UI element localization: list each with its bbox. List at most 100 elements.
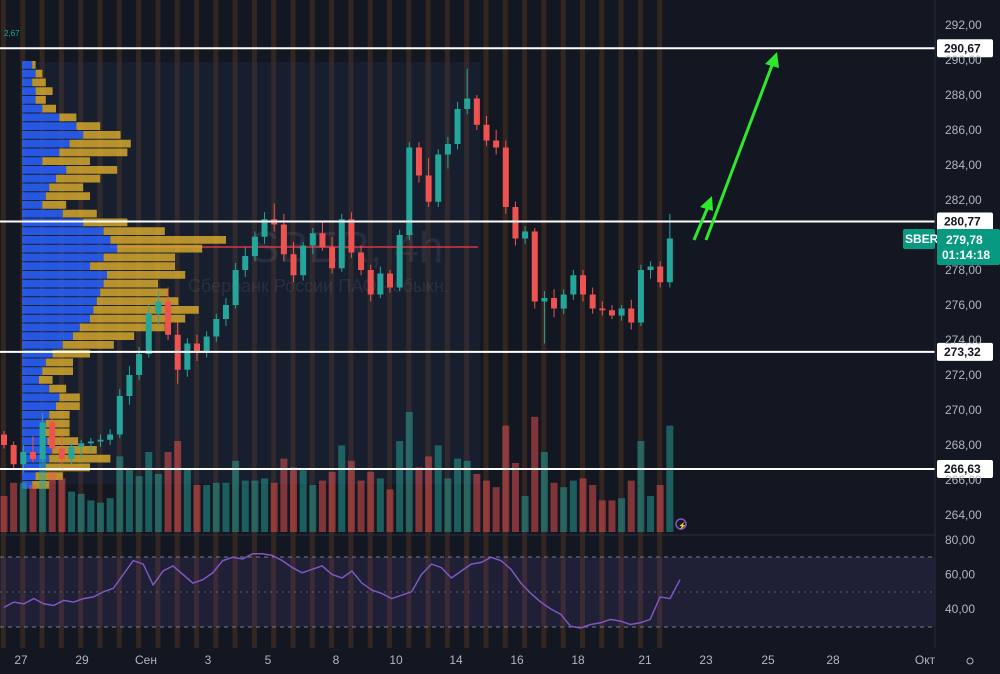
volume-profile-buy (22, 332, 73, 340)
volume-bar (318, 480, 326, 532)
session-band (251, 0, 257, 648)
session-band (522, 0, 528, 648)
rsi-axis[interactable]: 80,00 60,00 40,00 (945, 533, 975, 616)
volume-bar (183, 469, 191, 532)
volume-profile-buy (22, 428, 43, 437)
volume-bar (357, 480, 365, 532)
volume-bar (154, 474, 162, 532)
session-band (271, 0, 277, 648)
price-axis[interactable]: 292,00 290,00 288,00 286,00 284,00 282,00 280,… (945, 18, 982, 522)
volume-profile-buy (22, 69, 36, 78)
volume-bar (405, 412, 413, 532)
volume-bar (656, 485, 664, 532)
volume-profile-sell (42, 201, 67, 209)
volume-profile-sell (93, 306, 199, 314)
candle-body (136, 354, 143, 375)
level-badge (937, 39, 993, 58)
volume-bar (511, 463, 519, 532)
volume-bar (560, 487, 568, 532)
candle-body (599, 308, 606, 311)
volume-bar (492, 487, 500, 532)
time-tick-label: 16 (510, 653, 524, 667)
candle-body (87, 441, 94, 444)
volume-profile-sell (49, 454, 111, 463)
volume-profile-sell (69, 139, 131, 148)
volume-profile-sell (100, 288, 169, 297)
level-badge (937, 342, 993, 361)
volume-bar (135, 476, 143, 532)
level-label: 273,32 (944, 345, 981, 359)
candle-body (589, 294, 596, 309)
candle-body (387, 273, 393, 288)
time-tick-label: 3 (205, 653, 212, 667)
candle-body (203, 336, 210, 353)
candle-body (329, 247, 336, 269)
volume-profile-sell (62, 341, 114, 349)
price-tick-label: 276,00 (945, 298, 982, 312)
volume-profile-buy (22, 209, 63, 218)
candle-body (522, 231, 529, 239)
volume-bar (531, 416, 539, 532)
volume-bar (299, 469, 307, 532)
candle-body (10, 445, 17, 465)
candle-body (531, 231, 538, 302)
flash-icon[interactable] (675, 518, 687, 530)
volume-bars (0, 412, 674, 532)
rsi-line (3, 553, 681, 629)
volume-bar (328, 471, 336, 532)
volume-profile-buy (22, 297, 97, 305)
volume-profile-sell (45, 419, 70, 428)
volume-profile-sell (103, 253, 175, 262)
volume-profile-sell (39, 376, 53, 384)
price-badge (937, 229, 1000, 265)
level-badge (937, 212, 993, 231)
session-band (406, 0, 412, 648)
time-tick-label: 10 (389, 653, 403, 667)
volume-profile-buy (22, 279, 104, 288)
volume-bar (483, 480, 490, 532)
volume-profile-buy (22, 113, 60, 122)
volume-profile-buy (22, 367, 43, 375)
settings-icon[interactable] (966, 657, 974, 665)
time-tick-label: 23 (699, 653, 713, 667)
time-tick-label: 29 (75, 653, 89, 667)
volume-profile-sell (45, 358, 73, 367)
volume-profile-sell (62, 209, 97, 218)
session-band (657, 0, 663, 648)
candle-body (541, 298, 548, 302)
candle-body (116, 396, 123, 435)
candle-body (155, 301, 162, 314)
volume-bar (396, 441, 404, 532)
volume-profile-buy (22, 61, 33, 69)
session-band (348, 0, 354, 648)
candle-body (551, 298, 558, 309)
candle-body (512, 207, 519, 239)
volume-profile-sell (49, 384, 67, 393)
price-tick-label: 286,00 (945, 123, 982, 137)
volume-profile-sell (47, 437, 79, 445)
price-tick-label: 270,00 (945, 403, 982, 417)
candle-body (618, 308, 625, 316)
time-axis[interactable]: 27 29 Сен 3 5 8 10 14 16 18 21 23 25 28 Окт (14, 653, 935, 667)
volume-profile-buy (22, 402, 56, 410)
volume-profile-sell (103, 279, 158, 288)
level-label: 266,63 (944, 462, 981, 476)
horizontal-levels[interactable]: 290,67 280,77 273,32 266,63 (0, 39, 993, 478)
volume-bar (434, 445, 442, 532)
candle-body (338, 219, 345, 269)
volume-profile-sell (52, 446, 97, 454)
candle-body (502, 147, 509, 207)
volume-profile-buy (22, 419, 46, 428)
volume-bar (376, 478, 384, 532)
session-band (599, 0, 605, 648)
volume-profile-buy (22, 472, 36, 480)
volume-bar (10, 482, 18, 532)
volume-profile-buy (22, 411, 50, 419)
volume-bar (618, 498, 626, 532)
candle-body (97, 439, 104, 442)
candle-body (415, 147, 422, 176)
candle-body (242, 256, 249, 270)
volume-profile-buy (22, 227, 104, 235)
session-band (367, 0, 373, 648)
